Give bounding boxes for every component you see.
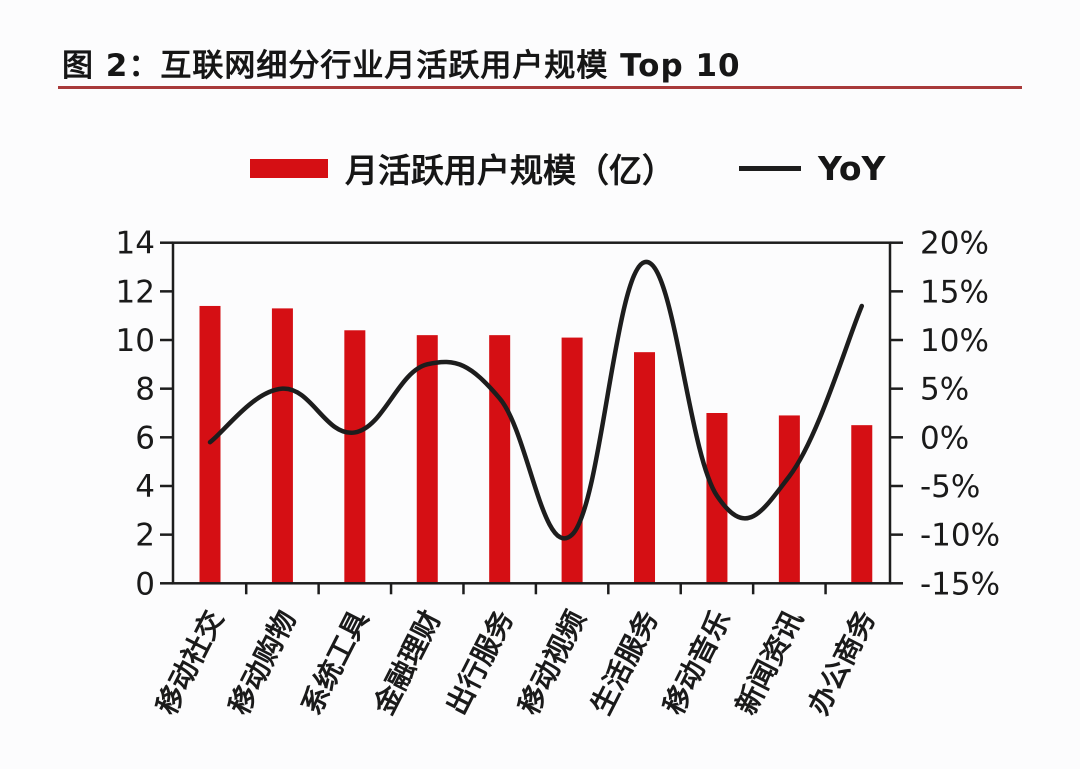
bar-出行服务 [489, 335, 511, 584]
line-series-label: YoY [818, 148, 886, 188]
left-axis-tick-label: 8 [135, 372, 155, 408]
bar-新闻资讯 [778, 415, 800, 584]
title-underline [58, 86, 1022, 93]
chart-legend: 月活跃用户规模（亿） YoY [250, 146, 885, 190]
bar-系统工具 [344, 330, 366, 584]
plot-border [171, 241, 892, 585]
category-label: 移动购物 [222, 605, 302, 720]
category-label: 移动音乐 [657, 605, 737, 720]
right-axis-tick-label: 20% [920, 226, 989, 262]
right-axis-tick-label: 0% [920, 420, 969, 456]
category-label: 系统工具 [295, 605, 375, 720]
category-label: 生活服务 [584, 605, 664, 720]
right-axis-tick-label: -10% [920, 518, 1000, 554]
bar-series-swatch [250, 158, 328, 178]
yoy-line [207, 259, 865, 541]
category-label: 办公商务 [802, 605, 882, 720]
right-axis-tick-label: 5% [920, 372, 969, 408]
bar-金融理财 [416, 335, 438, 584]
left-axis-tick-label: 10 [116, 323, 155, 359]
right-axis-tick-label: -15% [920, 566, 1000, 602]
bar-生活服务 [634, 352, 656, 584]
bar-移动视频 [561, 337, 583, 584]
left-axis-tick-label: 0 [135, 566, 155, 602]
line-series-swatch [739, 165, 801, 171]
category-label: 移动社交 [150, 605, 230, 720]
bar-办公商务 [851, 425, 873, 584]
right-axis-tick-label: 15% [920, 274, 989, 310]
category-label: 新闻资讯 [729, 605, 809, 720]
left-axis-tick-label: 14 [116, 226, 155, 262]
bar-移动购物 [271, 308, 293, 584]
figure-title: 图 2：互联网细分行业月活跃用户规模 Top 10 [62, 48, 741, 84]
legend-item-bar: 月活跃用户规模（亿） [250, 144, 675, 192]
figure-header: 图 2：互联网细分行业月活跃用户规模 Top 10 [58, 40, 1042, 89]
left-axis-tick-label: 12 [116, 274, 155, 310]
bar-移动社交 [199, 305, 221, 584]
category-label: 出行服务 [440, 605, 520, 720]
category-label: 金融理财 [367, 605, 448, 721]
left-axis-tick-label: 4 [135, 469, 155, 505]
right-axis-tick-label: -5% [920, 469, 980, 505]
category-label: 移动视频 [512, 605, 592, 720]
left-axis-tick-label: 2 [135, 518, 155, 554]
bar-series-label: 月活跃用户规模（亿） [345, 151, 675, 190]
right-axis-tick-label: 10% [920, 323, 989, 359]
left-axis-tick-label: 6 [135, 420, 155, 456]
legend-item-line: YoY [739, 149, 885, 188]
